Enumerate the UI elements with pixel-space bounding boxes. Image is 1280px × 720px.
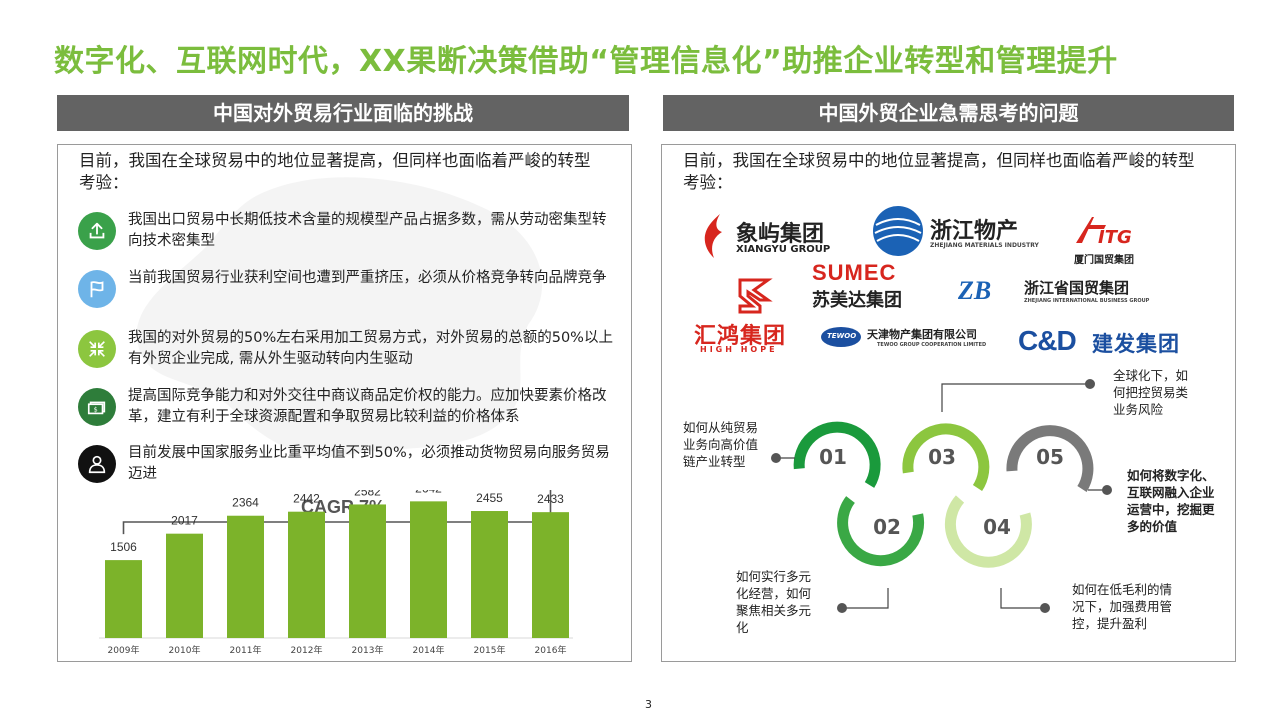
left-intro-text: 目前，我国在全球贸易中的地位显著提高，但同样也面临着严峻的转型考验： (79, 151, 591, 192)
connector-dot-01 (771, 453, 781, 463)
bar-2015年 (471, 511, 508, 638)
x-tick-label: 2010年 (169, 644, 201, 656)
annotation-03: 全球化下，如何把控贸易类业务风险 (1113, 368, 1189, 417)
challenge-text-2: 当前我国贸易行业获利空间也遭到严重挤压，必须从价格竞争转向品牌竞争 (128, 270, 607, 286)
sumec-symbol-logo (734, 276, 774, 316)
sumec-symbol-icon (738, 278, 773, 314)
challenge-item-2: 当前我国贸易行业获利空间也遭到严重挤压，必须从价格竞争转向品牌竞争 (78, 268, 618, 312)
right-intro-text: 目前，我国在全球贸易中的地位显著提高，但同样也面临着严峻的转型考验： (683, 151, 1195, 192)
x-tick-label: 2015年 (474, 644, 506, 656)
compress-icon (78, 330, 116, 368)
x-tick-label: 2011年 (230, 644, 262, 656)
step-number-01: 01 (819, 445, 847, 469)
xiangyu-mark-icon (704, 214, 722, 258)
china-map-watermark (136, 177, 543, 457)
step-number-04: 04 (983, 515, 1011, 539)
xiangyu-group-logo: 象屿集团 XIANGYU GROUP (698, 210, 843, 260)
zhejiang-materials-logo: 浙江物产 ZHEJIANG MATERIALS INDUSTRY (872, 205, 1039, 260)
bar-2016年 (532, 512, 569, 638)
cd-group-logo: C&D 建发集团 (1018, 325, 1180, 356)
challenge-item-3: 我国的对外贸易的50%左右采用加工贸易方式，对外贸易的总额的50%以上有外贸企业… (78, 328, 618, 372)
challenge-item-5: 目前发展中国家服务业比重平均值不到50%，必须推动货物贸易向服务贸易迈进 (78, 443, 618, 487)
ring-04 (944, 495, 1032, 568)
bar-value-label: 1506 (110, 540, 137, 554)
itg-logo: ITG 厦门国贸集团 (1072, 213, 1152, 266)
annotation-01: 如何从纯贸易业务向高价值链产业转型 (683, 420, 759, 469)
itg-mark-icon (1076, 217, 1106, 243)
right-panel (661, 144, 1236, 662)
bar-value-label: 2582 (354, 490, 381, 498)
ring-02 (837, 496, 925, 567)
challenge-item-1: 我国出口贸易中长期低技术含量的规模型产品占据多数，需从劳动密集型转向技术密集型 (78, 210, 618, 254)
ring-05 (1006, 425, 1094, 492)
person-icon (78, 445, 116, 483)
x-tick-label: 2009年 (108, 644, 140, 656)
bar-value-label: 2017 (171, 514, 198, 528)
svg-text:$: $ (94, 406, 98, 414)
connector-dot-02 (837, 603, 847, 613)
ring-03 (902, 423, 990, 492)
challenge-text-4: 提高国际竞争能力和对外交往中商议商品定价权的能力。应加快要素价格改革，建立有利于… (128, 388, 607, 425)
step-number-03: 03 (928, 445, 956, 469)
connector-dot-03 (1085, 379, 1095, 389)
zhejiang-international-logo: ZB 浙江省国贸集团 ZHEJIANG INTERNATIONAL BUSINE… (958, 276, 1150, 305)
ring-01 (793, 421, 881, 488)
annotation-04: 如何在低毛利的情况下，加强费用管控，提升盈利 (1072, 582, 1173, 631)
left-panel (57, 144, 632, 662)
step-number-02: 02 (873, 515, 901, 539)
x-tick-label: 2016年 (535, 644, 567, 656)
bar-value-label: 2364 (232, 496, 259, 510)
trade-volume-bar-chart: CAGR 7% 15062009年20172010年23642011年24422… (99, 490, 573, 656)
bar-value-label: 2433 (537, 492, 564, 506)
challenge-text-1: 我国出口贸易中长期低技术含量的规模型产品占据多数，需从劳动密集型转向技术密集型 (128, 212, 607, 249)
challenge-text-5: 目前发展中国家服务业比重平均值不到50%，必须推动货物贸易向服务贸易迈进 (128, 445, 610, 482)
flag-icon (78, 270, 116, 308)
page-title: 数字化、互联网时代，XX果断决策借助“管理信息化”助推企业转型和管理提升 (54, 44, 1118, 79)
tewoo-logo: TEWOO 天津物产集团有限公司 TEWOO GROUP COOPERATION… (820, 326, 1005, 356)
bar-2014年 (410, 501, 447, 638)
right-section-header: 中国外贸企业急需思考的问题 (663, 95, 1234, 131)
x-tick-label: 2014年 (413, 644, 445, 656)
bar-value-label: 2442 (293, 492, 320, 506)
challenge-text-3: 我国的对外贸易的50%左右采用加工贸易方式，对外贸易的总额的50%以上有外贸企业… (128, 330, 613, 367)
bar-2010年 (166, 533, 203, 638)
connector-dot-05 (1102, 485, 1112, 495)
annotation-02: 如何实行多元化经营，如何聚焦相关多元化 (736, 569, 812, 635)
bar-value-label: 2642 (415, 490, 442, 495)
bar-2011年 (227, 515, 264, 638)
zhejiang-globe-icon (873, 206, 923, 256)
bar-value-label: 2455 (476, 491, 503, 505)
cagr-bracket (122, 490, 552, 535)
bar-2012年 (288, 511, 325, 638)
sumec-logo: SUMEC 苏美达集团 (812, 260, 902, 311)
x-tick-label: 2013年 (352, 644, 384, 656)
challenge-item-4: $ 提高国际竞争能力和对外交往中商议商品定价权的能力。应加快要素价格改革，建立有… (78, 386, 618, 430)
bar-2009年 (105, 560, 142, 638)
bar-2013年 (349, 504, 386, 638)
high-hope-logo: 汇鸿集团 HIGH HOPE (694, 324, 787, 354)
process-diagram (771, 379, 1112, 613)
page-number: 3 (645, 698, 652, 711)
tewoo-mark-icon (821, 327, 861, 347)
upload-icon (78, 212, 116, 250)
step-number-05: 05 (1036, 445, 1064, 469)
left-section-header: 中国对外贸易行业面临的挑战 (57, 95, 629, 131)
x-tick-label: 2012年 (291, 644, 323, 656)
money-icon: $ (78, 388, 116, 426)
connector-dot-04 (1040, 603, 1050, 613)
annotation-05: 如何将数字化、互联网融入企业运营中，挖掘更多的价值 (1127, 468, 1215, 534)
